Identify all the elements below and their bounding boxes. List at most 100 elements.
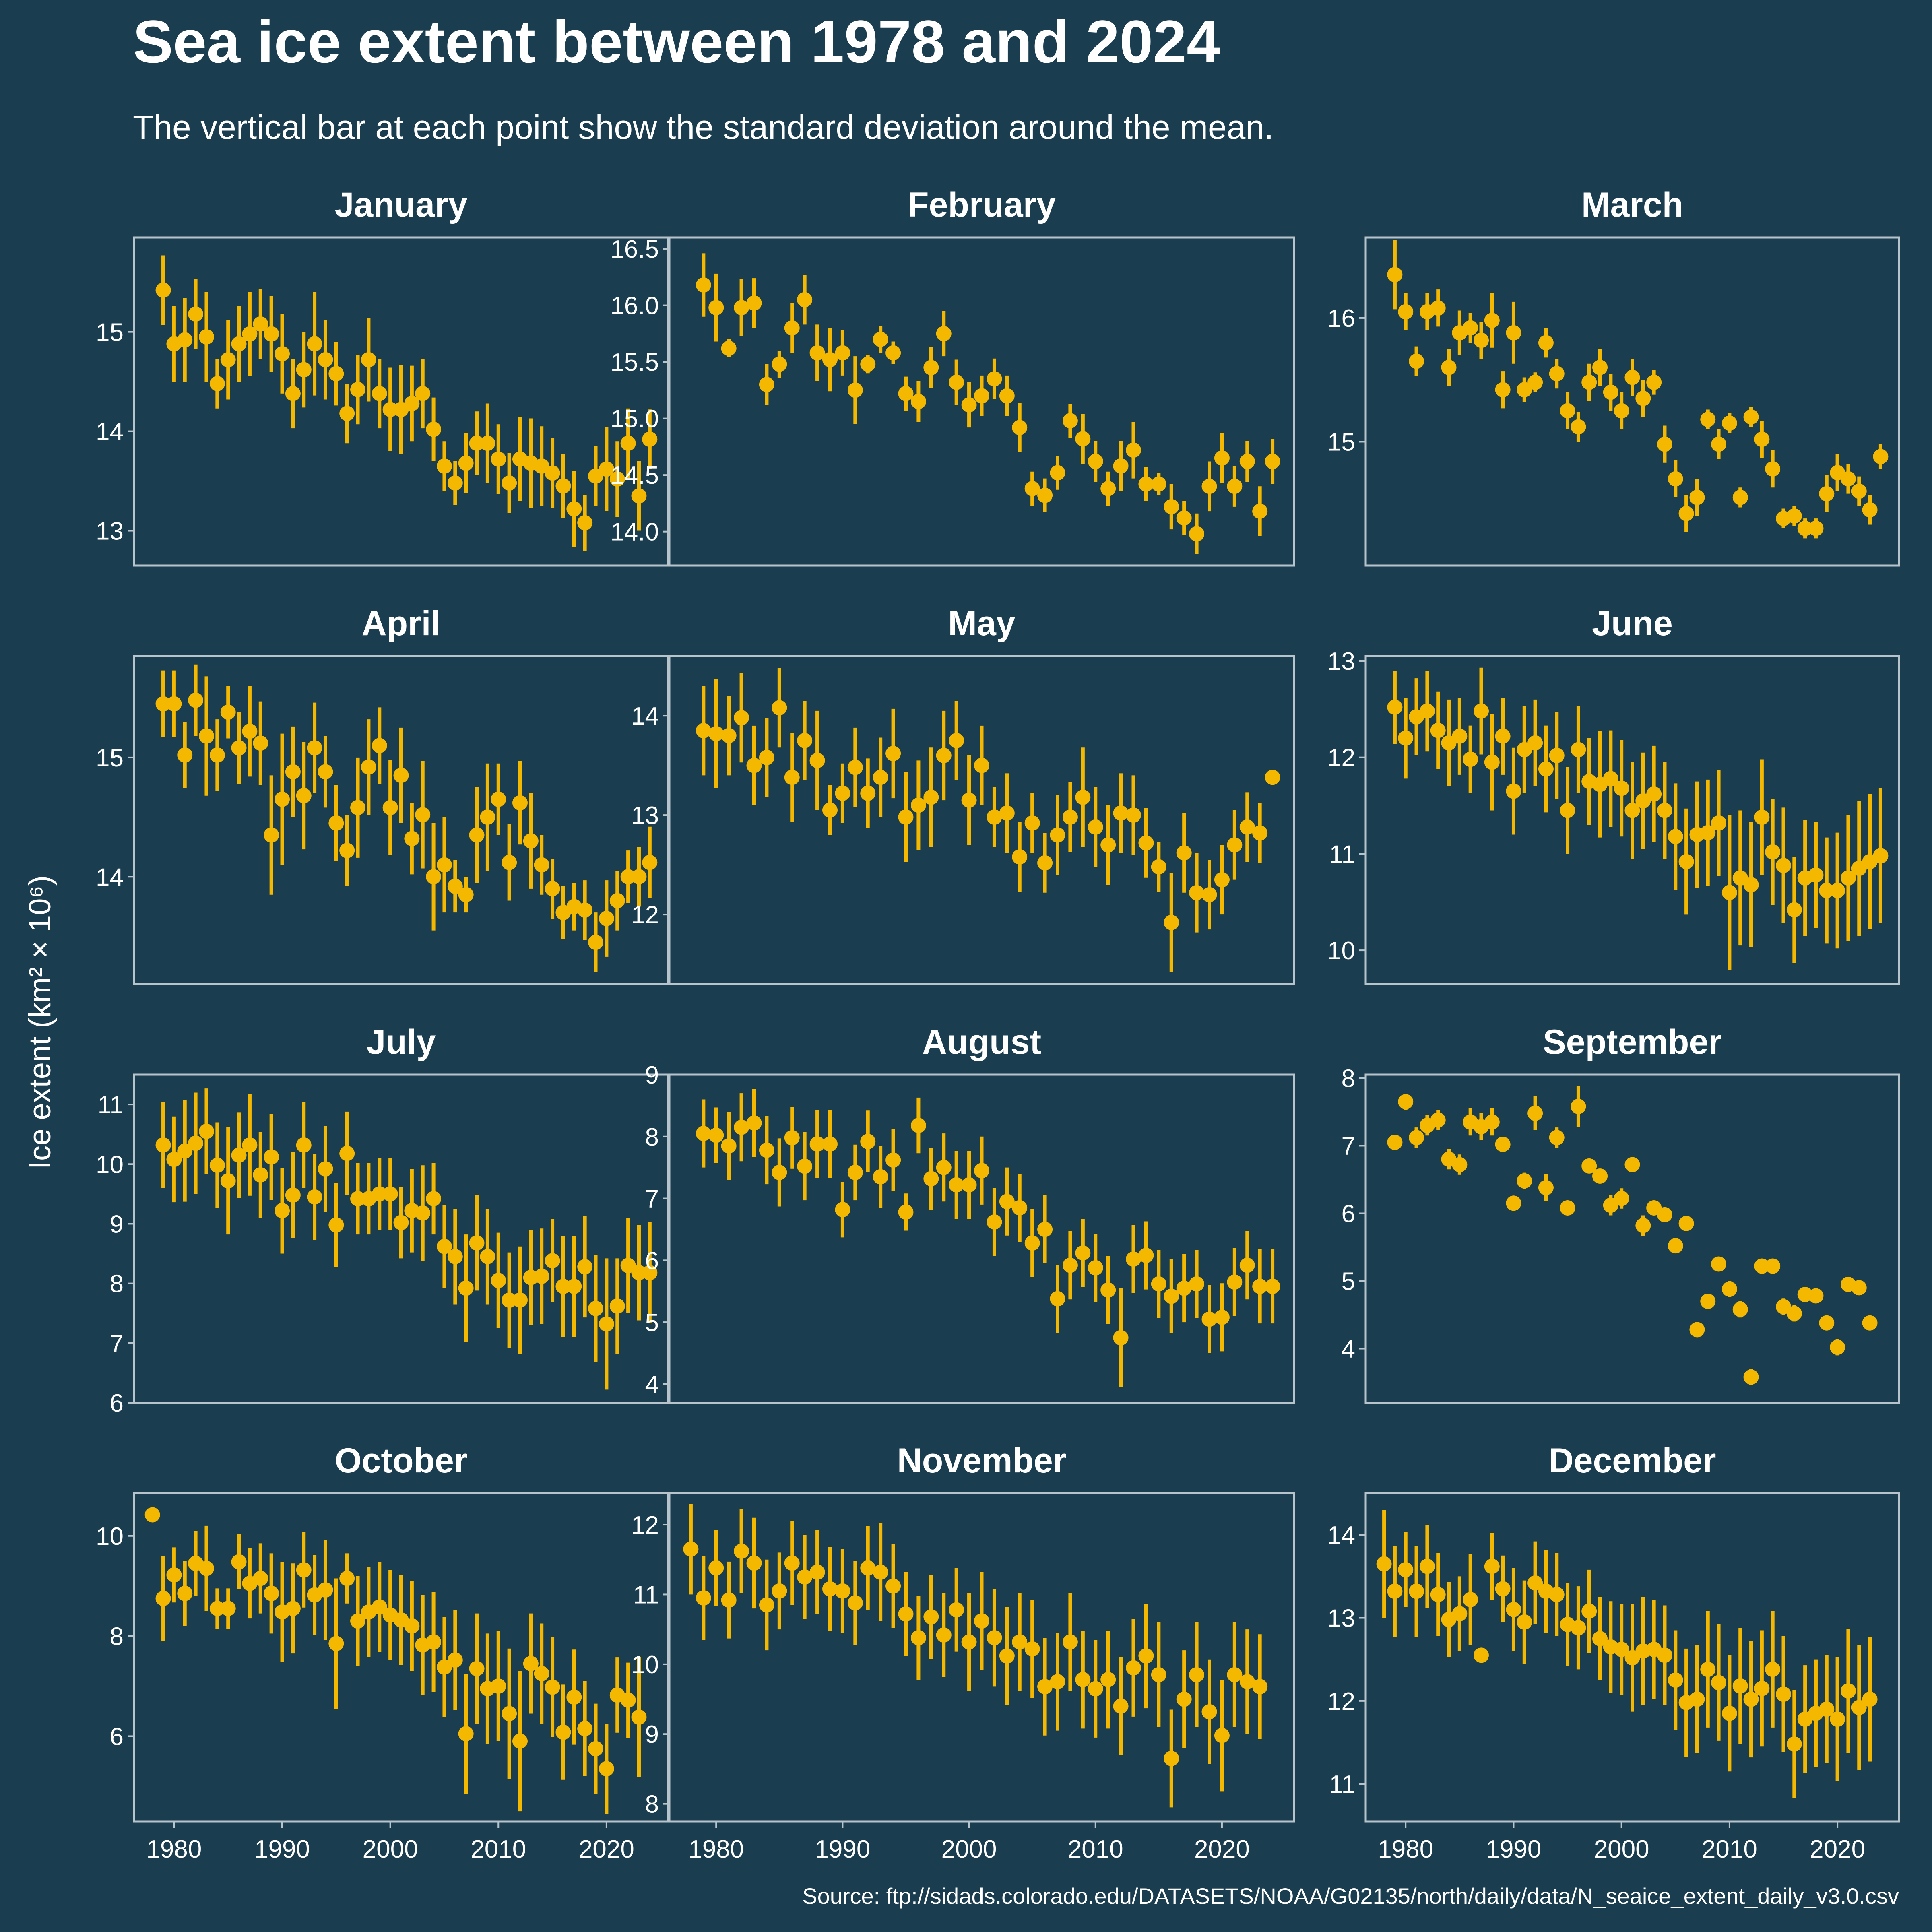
- y-tick-label: 14: [1327, 1521, 1355, 1549]
- data-point: [242, 1137, 258, 1153]
- data-point: [555, 1279, 571, 1294]
- data-point: [835, 1583, 850, 1599]
- data-point: [339, 406, 355, 421]
- data-point: [404, 1618, 420, 1634]
- panel-december: December 11 12 13 14 1980 1990 2000 2010 2020: [1327, 1441, 1900, 1863]
- data-point: [1452, 1157, 1468, 1172]
- data-point: [350, 382, 366, 397]
- panel-frame: [1364, 1073, 1900, 1404]
- data-point: [1743, 1691, 1759, 1707]
- data-point: [1700, 825, 1716, 840]
- data-point: [1239, 454, 1255, 469]
- data-point: [1126, 807, 1141, 823]
- data-point: [1711, 1675, 1727, 1690]
- data-point: [1776, 858, 1792, 873]
- y-tick-label: 12: [1327, 744, 1355, 772]
- data-point: [177, 1143, 193, 1159]
- data-point: [447, 878, 463, 894]
- data-point: [1797, 520, 1813, 536]
- data-point: [1409, 1130, 1424, 1146]
- data-point: [822, 1581, 838, 1597]
- data-point: [1050, 1291, 1065, 1307]
- data-point: [1265, 770, 1280, 785]
- data-point: [372, 386, 387, 401]
- data-point: [1024, 815, 1040, 831]
- data-point: [1527, 374, 1543, 390]
- data-point: [1050, 465, 1065, 481]
- data-point: [545, 465, 560, 481]
- y-tick-label: 9: [110, 1210, 124, 1238]
- data-point: [1840, 471, 1856, 487]
- data-point: [822, 802, 838, 818]
- data-point: [318, 352, 333, 367]
- y-tick-label: 13: [1327, 1604, 1355, 1632]
- data-point: [772, 1164, 787, 1180]
- y-tick-label: 4: [1342, 1335, 1355, 1363]
- panel-title: January: [335, 186, 468, 224]
- data-point: [759, 749, 774, 765]
- data-point: [923, 1171, 939, 1187]
- panel-frame: [1364, 1492, 1900, 1823]
- data-point: [642, 855, 658, 870]
- data-point: [1808, 867, 1824, 883]
- data-point: [1786, 1306, 1802, 1321]
- data-point: [1012, 1200, 1028, 1216]
- data-point: [847, 760, 863, 775]
- data-point: [253, 735, 268, 751]
- data-point: [188, 692, 204, 708]
- data-point: [502, 1706, 517, 1721]
- data-point: [209, 376, 225, 392]
- panel-september: September 4 5 6 7 8: [1342, 1023, 1900, 1404]
- data-point: [1732, 1678, 1748, 1694]
- panel-title: May: [948, 604, 1015, 643]
- data-point: [1538, 335, 1554, 351]
- y-tick-label: 15: [1327, 428, 1355, 456]
- data-point: [860, 1134, 876, 1150]
- data-point: [1506, 1195, 1521, 1211]
- y-tick-label: 11: [98, 1091, 124, 1119]
- data-point: [1635, 1218, 1651, 1233]
- data-point: [822, 352, 838, 367]
- data-point: [1452, 728, 1468, 744]
- data-point: [1201, 479, 1217, 494]
- data-point: [1037, 855, 1053, 871]
- data-point: [1012, 849, 1028, 865]
- data-point: [1252, 504, 1268, 519]
- data-point: [1721, 1281, 1737, 1297]
- data-point: [708, 300, 724, 316]
- data-point: [566, 501, 582, 517]
- x-tick-label: 2000: [363, 1835, 418, 1863]
- panel-title: November: [897, 1441, 1067, 1480]
- data-point: [415, 386, 431, 401]
- y-tick-label: 4: [645, 1371, 659, 1399]
- data-point: [328, 366, 344, 382]
- y-tick-label: 15: [96, 319, 124, 347]
- data-point: [1765, 1258, 1781, 1274]
- data-point: [328, 815, 344, 831]
- data-point: [372, 1599, 387, 1615]
- data-point: [860, 1560, 876, 1576]
- data-point: [577, 1259, 593, 1275]
- y-tick-label: 16: [1327, 305, 1355, 332]
- data-point: [1657, 436, 1672, 452]
- data-point: [264, 326, 279, 342]
- data-point: [1062, 1634, 1078, 1650]
- data-point: [1495, 382, 1511, 398]
- y-tick-label: 8: [110, 1623, 124, 1651]
- data-point: [393, 768, 409, 783]
- data-point: [910, 1630, 926, 1645]
- data-point: [631, 1265, 647, 1280]
- data-point: [1754, 1680, 1770, 1696]
- data-point: [1252, 1679, 1268, 1695]
- data-point: [987, 371, 1002, 387]
- panel-title: June: [1592, 604, 1673, 643]
- panel-october: October 6 8 10 1980 1990 2000 2010 2020: [96, 1441, 669, 1863]
- data-point: [1189, 1667, 1205, 1682]
- data-point: [491, 451, 506, 467]
- data-point: [209, 1601, 225, 1616]
- data-point: [480, 436, 495, 451]
- data-point: [361, 352, 376, 367]
- data-point: [1581, 374, 1597, 390]
- data-point: [318, 1582, 333, 1598]
- data-point: [1592, 1631, 1608, 1647]
